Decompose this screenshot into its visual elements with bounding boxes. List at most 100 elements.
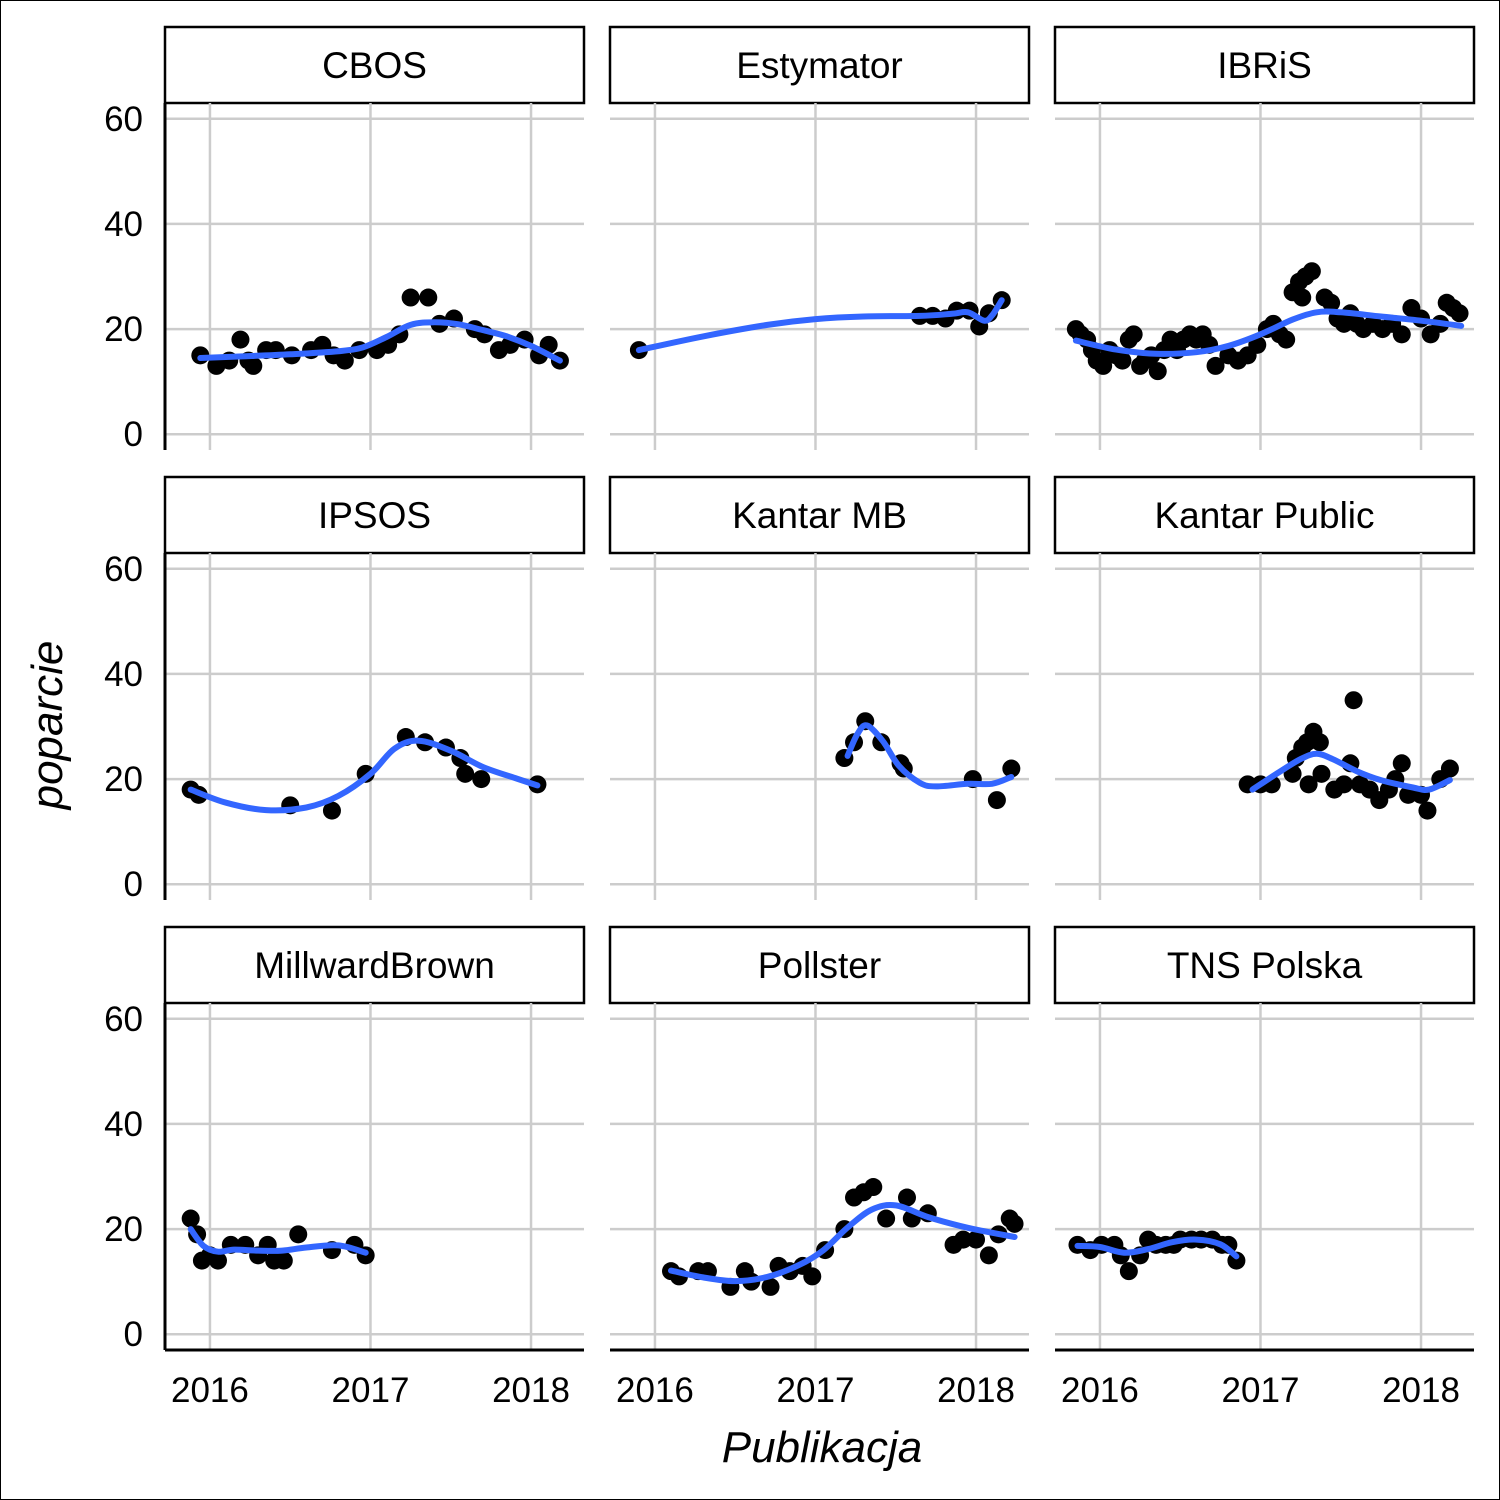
facet-panel-ipsos: IPSOS 0 20 40 60 bbox=[104, 475, 586, 904]
data-point bbox=[1344, 691, 1363, 710]
x-tick-label: 2016 bbox=[171, 1371, 249, 1410]
smooth-line-millwardbrown bbox=[187, 1226, 369, 1256]
data-point bbox=[1302, 262, 1321, 281]
data-point bbox=[1299, 775, 1318, 794]
y-tick-label: 0 bbox=[124, 1315, 143, 1354]
data-point bbox=[1277, 330, 1296, 349]
facet-strip-tns-polska bbox=[1053, 925, 1476, 1005]
data-point bbox=[1002, 759, 1021, 778]
facet-strip-cbos bbox=[163, 25, 586, 105]
facet-strip-kantar-mb bbox=[608, 475, 1031, 555]
data-point bbox=[1334, 775, 1353, 794]
data-point bbox=[181, 1209, 200, 1228]
y-tick-label: 40 bbox=[104, 1105, 143, 1144]
data-point bbox=[1312, 764, 1331, 783]
x-tick-label: 2017 bbox=[777, 1371, 855, 1410]
data-point bbox=[1124, 325, 1143, 344]
data-point bbox=[864, 1178, 883, 1197]
data-point bbox=[401, 288, 420, 307]
gridlines bbox=[1055, 1003, 1474, 1350]
x-tick-label: 2018 bbox=[492, 1371, 570, 1410]
data-point bbox=[1392, 325, 1411, 344]
facet-panel-pollster: Pollster 2016 2017 2018 bbox=[608, 925, 1031, 1410]
data-point bbox=[1206, 356, 1225, 375]
data-point bbox=[289, 1225, 308, 1244]
facet-panel-estymator: Estymator bbox=[608, 25, 1031, 450]
facet-label-kantar-public: Kantar Public bbox=[1154, 495, 1374, 536]
facet-panel-kantar-public: Kantar Public bbox=[1053, 475, 1476, 900]
data-point bbox=[1293, 288, 1312, 307]
gridlines bbox=[165, 1003, 584, 1350]
data-point bbox=[1392, 754, 1411, 773]
smooth-line-kantar-public bbox=[1249, 750, 1453, 794]
facet-label-kantar-mb: Kantar MB bbox=[732, 495, 907, 536]
y-tick-label: 40 bbox=[104, 655, 143, 694]
y-tick-label: 20 bbox=[104, 760, 143, 799]
data-point bbox=[877, 1209, 896, 1228]
x-tick-label: 2018 bbox=[1382, 1371, 1460, 1410]
data-point bbox=[231, 330, 250, 349]
data-point bbox=[967, 1230, 986, 1249]
gridlines bbox=[165, 103, 584, 450]
facet-panel-cbos: CBOS 0 20 40 60 bbox=[104, 25, 586, 454]
facet-label-estymator: Estymator bbox=[736, 45, 903, 86]
data-point bbox=[1418, 801, 1437, 820]
data-point bbox=[897, 1188, 916, 1207]
y-tick-label: 0 bbox=[124, 865, 143, 904]
facet-label-tns-polska: TNS Polska bbox=[1167, 945, 1363, 986]
data-point bbox=[419, 288, 438, 307]
y-tick-label: 40 bbox=[104, 205, 143, 244]
data-point bbox=[1450, 304, 1469, 323]
y-axis-title: poparcie bbox=[23, 641, 72, 812]
data-point bbox=[1440, 759, 1459, 778]
data-point bbox=[472, 770, 491, 789]
facet-label-pollster: Pollster bbox=[758, 945, 881, 986]
facet-panel-ibris: IBRiS bbox=[1053, 25, 1476, 450]
data-point bbox=[1005, 1214, 1024, 1233]
data-point bbox=[761, 1277, 780, 1296]
facet-label-cbos: CBOS bbox=[322, 45, 427, 86]
data-point bbox=[335, 351, 354, 370]
facet-strip-ipsos bbox=[163, 475, 586, 555]
smooth-line-pollster bbox=[668, 1202, 1018, 1285]
y-tick-label: 60 bbox=[104, 1000, 143, 1039]
gridlines bbox=[1055, 103, 1474, 450]
smooth-line-estymator bbox=[635, 297, 1005, 354]
facet-strip-pollster bbox=[608, 925, 1031, 1005]
facet-panel-tns-polska: TNS Polska 2016 2017 2018 bbox=[1053, 925, 1476, 1410]
points-ibris bbox=[1066, 262, 1469, 381]
facet-panel-millwardbrown: MillwardBrown 0 20 40 60 2016 2017 2018 bbox=[104, 925, 586, 1410]
x-tick-label: 2016 bbox=[1061, 1371, 1139, 1410]
y-tick-label: 60 bbox=[104, 100, 143, 139]
y-tick-label: 0 bbox=[124, 415, 143, 454]
smooth-line-kantar-mb bbox=[844, 722, 1015, 790]
data-point bbox=[208, 1251, 227, 1270]
smooth-line-cbos bbox=[197, 319, 563, 364]
data-point bbox=[1310, 733, 1329, 752]
facet-strip-estymator bbox=[608, 25, 1031, 105]
smooth-line-tns-polska bbox=[1074, 1236, 1240, 1260]
data-point bbox=[274, 1251, 293, 1270]
data-point bbox=[322, 801, 341, 820]
gridlines bbox=[610, 553, 1029, 900]
facet-strip-kantar-public bbox=[1053, 475, 1476, 555]
data-point bbox=[987, 791, 1006, 810]
facet-label-millwardbrown: MillwardBrown bbox=[254, 945, 495, 986]
data-point bbox=[979, 1246, 998, 1265]
data-point bbox=[1119, 1262, 1138, 1281]
y-tick-label: 60 bbox=[104, 550, 143, 589]
gridlines bbox=[610, 1003, 1029, 1350]
data-point bbox=[803, 1267, 822, 1286]
facet-label-ipsos: IPSOS bbox=[318, 495, 431, 536]
gridlines bbox=[610, 103, 1029, 450]
data-point bbox=[1113, 351, 1132, 370]
x-tick-label: 2017 bbox=[332, 1371, 410, 1410]
gridlines bbox=[165, 553, 584, 900]
data-point bbox=[456, 764, 475, 783]
data-point bbox=[1148, 362, 1167, 381]
y-tick-label: 20 bbox=[104, 1210, 143, 1249]
smooth-line-ipsos bbox=[187, 737, 541, 814]
facet-strip-ibris bbox=[1053, 25, 1476, 105]
x-tick-label: 2017 bbox=[1222, 1371, 1300, 1410]
x-axis-title: Publikacja bbox=[722, 1423, 923, 1472]
